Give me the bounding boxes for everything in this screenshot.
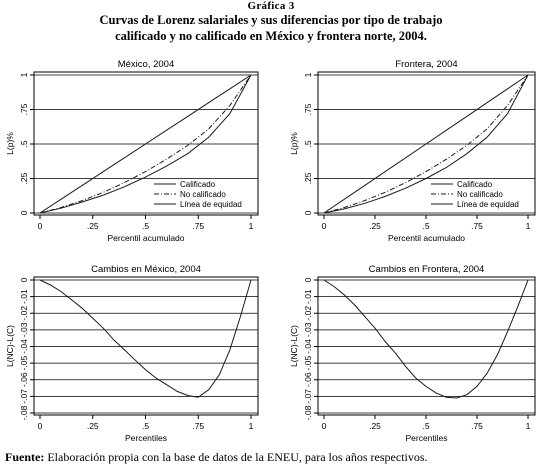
panel-title: Cambios en Frontera, 2004	[369, 264, 485, 275]
x-tick-label: 1	[526, 221, 531, 231]
y-tick-label: -.07	[19, 389, 29, 404]
y-axis-label: L(NC)-L(C)	[289, 325, 299, 367]
y-tick-label: -.08	[303, 405, 313, 420]
series-line-1	[39, 74, 252, 214]
x-tick-label: .25	[369, 221, 381, 231]
plot-frame	[317, 276, 536, 416]
y-tick-label: -.05	[303, 356, 313, 371]
y-tick-label: -.06	[19, 372, 29, 387]
x-tick-label: .25	[369, 421, 381, 431]
y-tick-label: -.03	[19, 322, 29, 337]
chart-panel-frontera: Frontera, 2004 0 .25 .5 .75 1 0 .25 .5 .75 1 Percen…	[289, 59, 536, 243]
legend-entry-1: No calificado	[457, 190, 503, 199]
figure-title-line2: calificado y no calificado en México y f…	[115, 29, 427, 43]
y-tick-label: 0	[303, 277, 313, 282]
y-tick-label: 1	[19, 72, 29, 77]
x-axis-label: Percentil acumulado	[107, 233, 184, 243]
series-line-0	[39, 74, 252, 214]
x-tick-label: 1	[249, 421, 254, 431]
panel-title: Cambios en México, 2004	[91, 264, 201, 275]
plot-frame	[33, 276, 259, 416]
y-tick-label: -.02	[303, 306, 313, 321]
y-tick-label: -.02	[19, 306, 29, 321]
series-line-0	[323, 279, 529, 399]
panel-title: Frontera, 2004	[395, 59, 457, 70]
y-tick-label: -.06	[303, 372, 313, 387]
legend-entry-0: Calificado	[457, 180, 493, 189]
y-tick-label: -.08	[19, 405, 29, 420]
y-axis-label: L(p)%	[289, 132, 299, 155]
panel-title: México, 2004	[118, 59, 175, 70]
series-line-2	[323, 74, 529, 214]
series-line-2	[39, 74, 252, 214]
y-tick-label: .25	[303, 172, 313, 184]
chart-panel-cambios-mexico: Cambios en México, 2004 -.08-.07 -.06-.05 -…	[5, 264, 259, 443]
y-tick-label: .5	[19, 140, 29, 147]
y-tick-label: .25	[19, 172, 29, 184]
source-note: Fuente: Elaboración propia con la base d…	[5, 450, 428, 465]
x-tick-label: 0	[322, 421, 327, 431]
y-tick-label: -.03	[303, 322, 313, 337]
legend-entry-1: No calificado	[180, 190, 226, 199]
legend-entry-2: Línea de equidad	[457, 200, 519, 209]
x-tick-label: .25	[87, 421, 99, 431]
x-tick-label: .75	[471, 221, 483, 231]
y-tick-label: .5	[303, 140, 313, 147]
y-tick-label: 0	[19, 277, 29, 282]
x-tick-label: 1	[526, 421, 531, 431]
y-tick-label: -.01	[303, 289, 313, 304]
x-axis-label: Percentiles	[405, 433, 447, 443]
figure-title-line1: Curvas de Lorenz salariales y sus difere…	[99, 13, 443, 27]
y-tick-label: 1	[303, 72, 313, 77]
y-tick-label: 0	[303, 210, 313, 215]
x-axis-label: Percentiles	[125, 433, 167, 443]
y-axis-label: L(p)%	[5, 132, 15, 155]
source-text: Elaboración propia con la base de datos …	[44, 450, 428, 464]
x-tick-label: .5	[142, 421, 149, 431]
y-tick-label: .75	[303, 103, 313, 115]
x-tick-label: .75	[192, 421, 204, 431]
y-tick-label: -.07	[303, 389, 313, 404]
series-line-0	[39, 279, 252, 398]
series-line-0	[323, 74, 529, 214]
y-tick-label: .75	[19, 103, 29, 115]
x-tick-label: .5	[422, 221, 429, 231]
chart-panel-mexico: México, 2004 0 .25 .5 .75 1 0 .25 .5 .75 1 Percenti…	[5, 59, 259, 243]
x-tick-label: 1	[249, 221, 254, 231]
x-tick-label: 0	[38, 221, 43, 231]
chart-panel-cambios-frontera: Cambios en Frontera, 2004-.08-.07-.06-.0…	[289, 264, 536, 443]
series-line-1	[323, 74, 529, 214]
x-tick-label: .75	[471, 421, 483, 431]
x-tick-label: .25	[87, 221, 99, 231]
x-tick-label: .5	[142, 221, 149, 231]
figure-label: Gráfica 3	[247, 0, 295, 12]
y-axis-label: L(NC)-L(C)	[5, 325, 15, 367]
y-tick-label: -.04	[303, 339, 313, 354]
source-label: Fuente:	[5, 450, 45, 464]
y-tick-label: 0	[19, 210, 29, 215]
y-tick-label: -.01	[19, 289, 29, 304]
x-axis-label: Percentil acumulado	[388, 233, 465, 243]
y-tick-label: -.05	[19, 356, 29, 371]
x-tick-label: 0	[38, 421, 43, 431]
x-tick-label: 0	[322, 221, 327, 231]
x-tick-label: .5	[422, 421, 429, 431]
legend-entry-2: Línea de equidad	[180, 200, 242, 209]
legend-entry-0: Calificado	[180, 180, 216, 189]
x-tick-label: .75	[192, 221, 204, 231]
y-tick-label: -.04	[19, 339, 29, 354]
